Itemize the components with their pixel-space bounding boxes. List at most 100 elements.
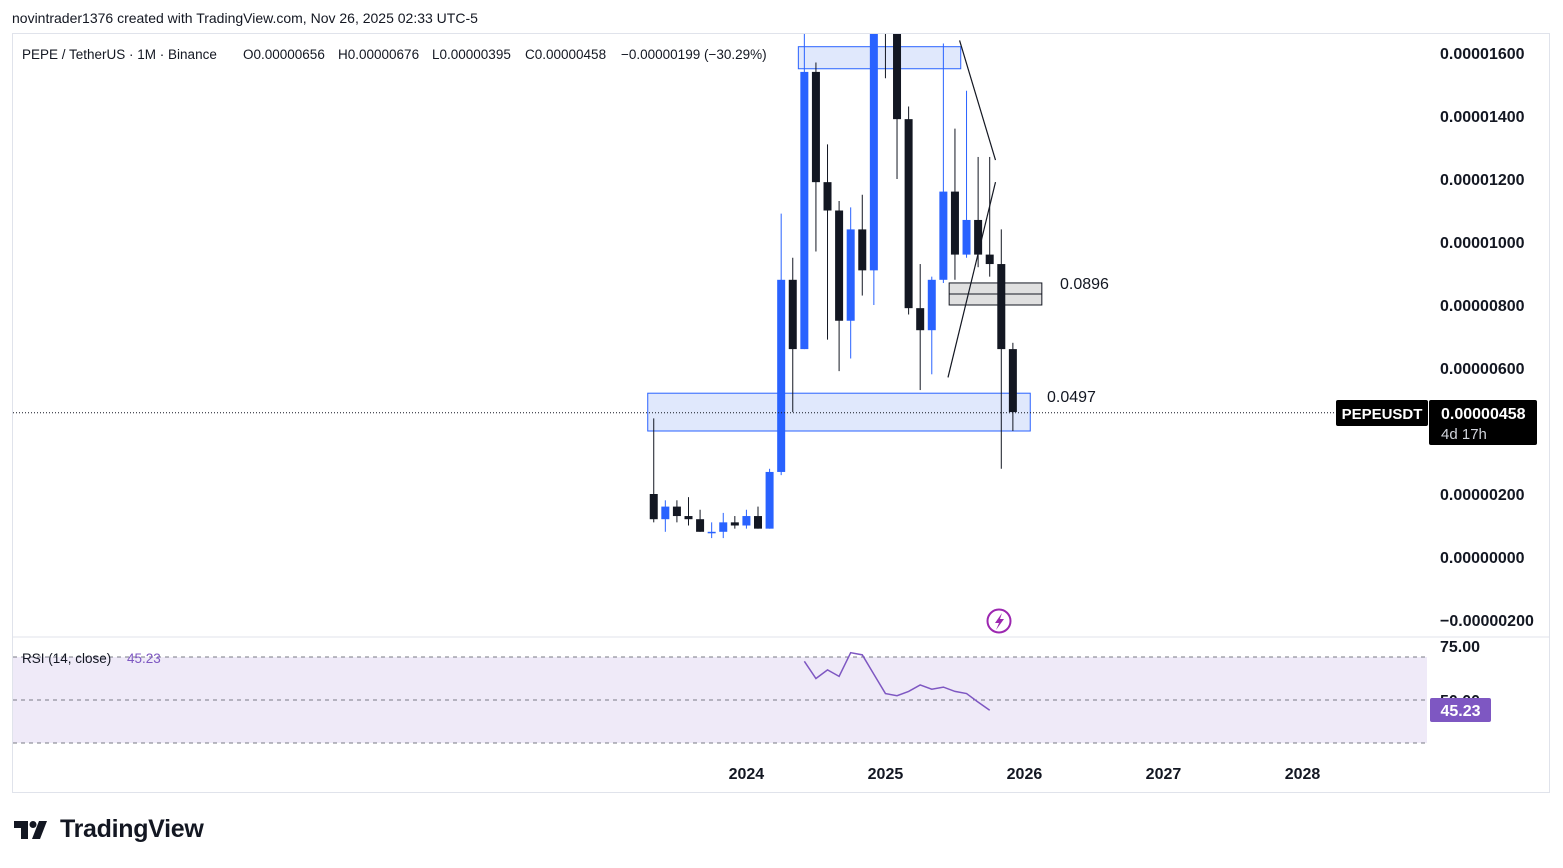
candle-body — [811, 71, 820, 183]
x-axis-tick-label: 2028 — [1285, 766, 1321, 783]
candle-body — [742, 516, 751, 526]
blue-zone-label: 0.0497 — [1047, 389, 1096, 406]
candle[interactable] — [835, 201, 844, 372]
candle[interactable] — [985, 156, 994, 277]
candle[interactable] — [800, 18, 809, 350]
candle-body — [788, 279, 797, 350]
tradingview-logo-icon — [14, 820, 47, 839]
rsi-label[interactable]: RSI (14, close) — [22, 651, 111, 666]
rsi-axis-75: 75.00 — [1440, 639, 1480, 656]
candle-body — [1008, 349, 1017, 413]
lower-blue-zone[interactable] — [647, 392, 1031, 432]
y-axis-tick-label: 0.00001000 — [1440, 235, 1525, 252]
candle[interactable] — [904, 106, 913, 315]
y-axis-tick-label: 0.00001200 — [1440, 172, 1525, 189]
rsi-line — [803, 651, 991, 711]
trendline-2[interactable] — [959, 40, 997, 161]
legend-high: H0.00000676 — [338, 47, 419, 62]
candle[interactable] — [823, 144, 832, 340]
candle[interactable] — [788, 257, 797, 413]
candle-body — [696, 519, 705, 532]
candle-body — [754, 516, 763, 529]
tradingview-logo[interactable]: TradingView — [14, 815, 204, 844]
candle-body — [846, 229, 855, 321]
legend-change: −0.00000199 (−30.29%) — [621, 47, 767, 62]
chart-frame — [12, 33, 1550, 793]
candle[interactable] — [916, 264, 925, 391]
candle[interactable] — [730, 516, 739, 529]
candle-body — [893, 34, 902, 120]
rsi-legend-value: 45.23 — [127, 651, 161, 666]
y-axis-tick-label: 0.00000000 — [1440, 550, 1525, 567]
candle-body — [707, 531, 716, 534]
candle-body — [730, 522, 739, 526]
candle[interactable] — [719, 512, 728, 539]
y-axis-tick-label: 0.00000800 — [1440, 298, 1525, 315]
candle[interactable] — [765, 468, 774, 529]
gray-zone-label: 0.0896 — [1060, 276, 1109, 293]
candle[interactable] — [672, 500, 681, 523]
candle[interactable] — [649, 418, 658, 523]
y-axis-tick-label: 0.00001600 — [1440, 46, 1525, 63]
candle-body — [672, 506, 681, 517]
candle[interactable] — [707, 522, 716, 539]
legend-close: C0.00000458 — [525, 47, 606, 62]
candle[interactable] — [939, 43, 948, 283]
candle-body — [985, 254, 994, 265]
y-axis-tick-label: −0.00000200 — [1440, 613, 1534, 630]
candle[interactable] — [997, 229, 1006, 469]
candle[interactable] — [869, 0, 878, 305]
price-tag-bg — [1429, 400, 1537, 445]
candle[interactable] — [742, 509, 751, 529]
ticker-tag-bg — [1336, 400, 1428, 426]
attribution-text: novintrader1376 created with TradingView… — [12, 10, 478, 26]
y-axis-tick-label: 0.00000200 — [1440, 487, 1525, 504]
candle[interactable] — [846, 207, 855, 359]
candle[interactable] — [1008, 342, 1017, 431]
candle[interactable] — [661, 500, 670, 532]
candle-body — [950, 191, 959, 255]
price-tag-price: 0.00000458 — [1441, 406, 1526, 423]
candle-body — [869, 34, 878, 271]
candle-body — [823, 182, 832, 211]
price-tag: PEPEUSDT 0.00000458 4d 17h — [1336, 400, 1537, 445]
candle[interactable] — [754, 506, 763, 529]
legend-open: O0.00000656 — [243, 47, 325, 62]
y-axis-tick-label: 0.00000600 — [1440, 361, 1525, 378]
candle-body — [939, 191, 948, 280]
legend-low: L0.00000395 — [432, 47, 511, 62]
candle-body — [997, 264, 1006, 350]
upper-blue-zone[interactable] — [797, 46, 962, 70]
candle-body — [974, 219, 983, 255]
candle-body — [649, 494, 658, 520]
candle[interactable] — [684, 497, 693, 526]
candle-body — [916, 308, 925, 331]
candle-body — [835, 210, 844, 321]
y-axis-tick-label: 0.00001400 — [1440, 109, 1525, 126]
candle[interactable] — [811, 62, 820, 252]
candle-body — [904, 119, 913, 309]
candle[interactable] — [696, 509, 705, 532]
candle[interactable] — [962, 90, 971, 258]
tradingview-wordmark: TradingView — [60, 815, 204, 843]
rsi-value-tag — [1430, 698, 1491, 722]
candle-body — [777, 279, 786, 472]
candle[interactable] — [777, 213, 786, 476]
lightning-icon[interactable] — [986, 608, 1012, 634]
legend-symbol[interactable]: PEPE / TetherUS · 1M · Binance — [22, 47, 217, 62]
x-axis-tick-label: 2027 — [1146, 766, 1182, 783]
x-axis-tick-label: 2025 — [868, 766, 904, 783]
candle-body — [800, 71, 809, 350]
candle[interactable] — [974, 156, 983, 268]
x-axis-tick-label: 2024 — [729, 766, 765, 783]
candle-body — [962, 219, 971, 255]
rsi-value-tag-text: 45.23 — [1440, 703, 1480, 720]
trendline-1[interactable] — [947, 182, 997, 378]
candle[interactable] — [927, 276, 936, 375]
candle-body — [858, 229, 867, 271]
candle[interactable] — [893, 0, 902, 179]
candle[interactable] — [858, 194, 867, 296]
candle-body — [927, 279, 936, 331]
candle[interactable] — [950, 128, 959, 280]
